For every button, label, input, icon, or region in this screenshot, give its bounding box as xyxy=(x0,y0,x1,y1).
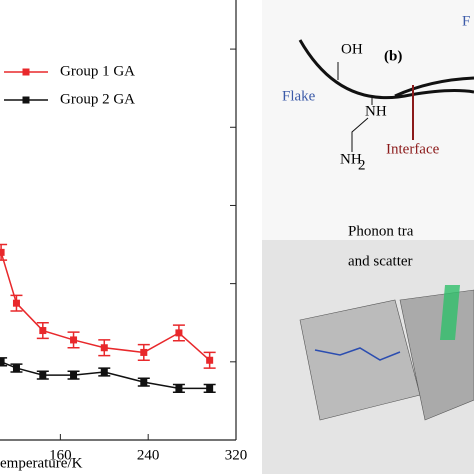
marker xyxy=(100,368,108,376)
legend-marker xyxy=(22,96,30,104)
phonon-label: Phonon tra xyxy=(348,223,414,239)
marker xyxy=(12,364,20,372)
x-tick-label: 240 xyxy=(137,447,160,463)
phonon-label: and scatter xyxy=(348,253,413,269)
marker xyxy=(206,356,214,364)
chart-panel: 160 240 320 emperature/K Group 1 GA Group 2 G… xyxy=(0,0,247,471)
marker xyxy=(70,336,78,344)
marker xyxy=(175,329,183,337)
marker xyxy=(12,299,20,307)
flake-curve xyxy=(394,76,474,98)
series-line xyxy=(0,361,210,390)
interface-label: Interface xyxy=(386,141,440,157)
marker xyxy=(70,371,78,379)
marker xyxy=(0,358,5,366)
atom-label: OH xyxy=(341,41,363,57)
flake-label: F xyxy=(462,13,470,29)
atom-label: 2 xyxy=(358,157,366,173)
molecule-chain xyxy=(314,347,401,361)
atom-label: NH xyxy=(340,151,362,167)
phonon-arrow xyxy=(440,285,460,340)
marker xyxy=(39,371,47,379)
flake-label: Flake xyxy=(282,88,316,104)
legend-label: Group 2 GA xyxy=(60,91,135,107)
marker xyxy=(0,248,5,256)
diagram-panel: (b) OH NH NH 2 Flake F Interface Phonon … xyxy=(262,0,474,474)
panel-label: (b) xyxy=(384,48,402,64)
x-tick-label: 160 xyxy=(49,447,72,463)
marker xyxy=(39,327,47,335)
marker xyxy=(175,384,183,392)
marker xyxy=(206,384,214,392)
legend-marker xyxy=(22,68,30,76)
series-line xyxy=(0,252,211,361)
x-axis-label: emperature/K xyxy=(0,455,83,471)
bond xyxy=(351,117,369,152)
marker xyxy=(140,378,148,386)
marker xyxy=(100,344,108,352)
x-tick-label: 320 xyxy=(225,447,248,463)
marker xyxy=(140,348,148,356)
flake-curve xyxy=(298,39,474,100)
atom-label: NH xyxy=(365,103,387,119)
legend-label: Group 1 GA xyxy=(60,63,135,79)
